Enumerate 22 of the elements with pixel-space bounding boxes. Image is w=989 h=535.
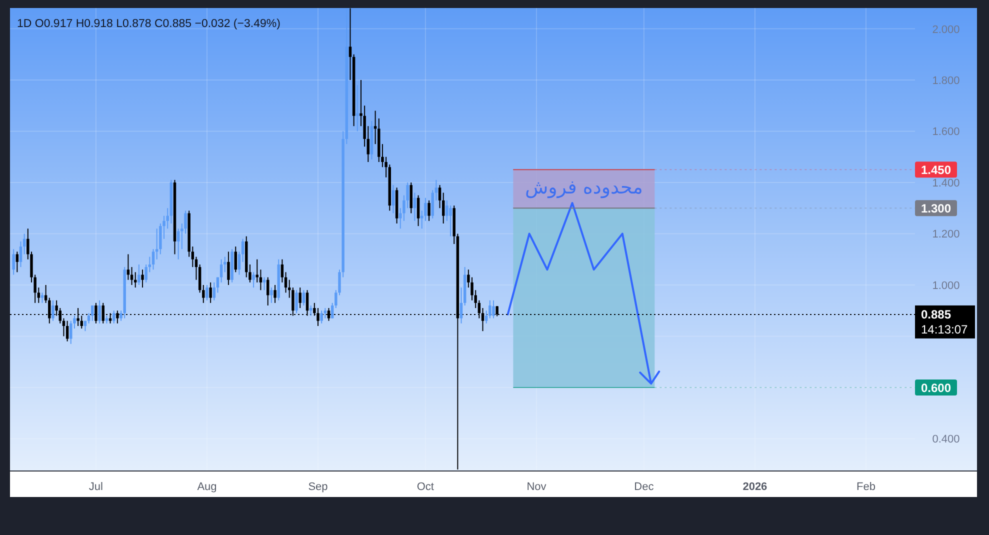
text: 1D O0.917 H0.918 L0.878 C0.885 −0.032 (−3.49%) [17,18,281,30]
ref-line-label: 1.450 [920,163,952,178]
x-tick-label: Nov [526,481,547,493]
x-tick-label: 2026 [742,481,768,493]
annotation: 14:13:07 [921,322,968,336]
x-tick-label: Aug [197,481,217,493]
y-tick-label: 1.200 [932,228,960,241]
x-tick-label: Feb [856,481,876,493]
band-label: محدوده فروش [524,176,643,199]
x-tick-label: Dec [634,481,654,493]
y-tick-label: 2.000 [932,24,960,36]
ref-line-label: 0.600 [920,380,952,395]
x-tick-label: Oct [416,481,434,493]
x-tick-label: Jul [88,481,103,493]
x-tick-label: Sep [308,481,328,493]
y-tick-label: 0.400 [932,434,960,446]
y-tick-label: 1.800 [932,75,960,87]
ref-line-label: 1.300 [920,202,952,216]
y-tick-label: 1.000 [932,280,960,292]
y-tick-label: 1.600 [932,126,960,138]
ref-line-label: 0.885 [921,307,952,322]
y-tick-label: 1.400 [932,177,960,190]
